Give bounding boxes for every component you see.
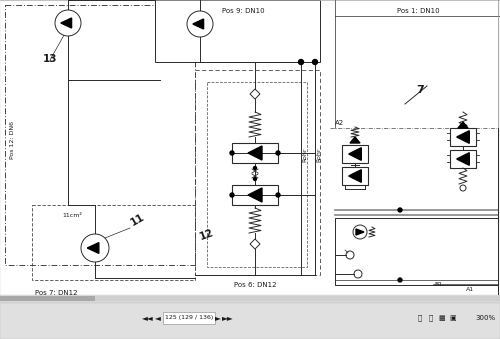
Text: ⬛: ⬛ [418, 315, 422, 321]
Circle shape [276, 193, 280, 197]
Bar [450, 150, 476, 168]
Text: Pos 7: DN12: Pos 7: DN12 [35, 290, 78, 296]
Text: Pos 1: DN10: Pos 1: DN10 [396, 8, 440, 14]
Polygon shape [348, 148, 362, 160]
Text: 11: 11 [129, 212, 147, 228]
Bar [450, 128, 476, 146]
Polygon shape [88, 243, 99, 253]
Circle shape [312, 60, 318, 64]
Text: 11cm²: 11cm² [62, 213, 82, 218]
Bar [32, 205, 195, 280]
Text: ►►: ►► [222, 314, 234, 322]
Bar [342, 167, 368, 185]
Text: ▣: ▣ [450, 315, 456, 321]
Bar [5, 5, 195, 265]
Text: B1: B1 [434, 282, 442, 287]
Text: ◄: ◄ [155, 314, 161, 322]
Bar [0, 0, 500, 295]
Bar [342, 145, 368, 163]
Text: 125 (129 / 136): 125 (129 / 136) [165, 316, 213, 320]
Text: 12: 12 [198, 228, 216, 242]
Circle shape [398, 278, 402, 282]
Circle shape [81, 234, 109, 262]
Text: Pos 12: DN6: Pos 12: DN6 [10, 121, 16, 159]
Bar [155, 0, 320, 62]
Circle shape [55, 10, 81, 36]
Circle shape [187, 11, 213, 37]
Text: ►: ► [215, 314, 221, 322]
Circle shape [254, 166, 256, 170]
Text: Rohr: Rohr [302, 148, 308, 162]
Text: Pos 6: DN12: Pos 6: DN12 [234, 282, 276, 288]
Polygon shape [248, 146, 262, 160]
Polygon shape [348, 170, 362, 182]
Text: A1: A1 [466, 287, 474, 292]
Circle shape [230, 151, 234, 155]
Circle shape [276, 151, 280, 155]
Text: 7: 7 [416, 85, 424, 95]
Bar [0, 296, 500, 301]
Polygon shape [350, 137, 360, 143]
Text: ⬜: ⬜ [429, 315, 433, 321]
Circle shape [254, 178, 256, 180]
Polygon shape [356, 229, 364, 235]
Text: Pos 9: DN10: Pos 9: DN10 [222, 8, 264, 14]
Polygon shape [458, 122, 468, 128]
Bar [195, 70, 320, 275]
Bar [232, 143, 278, 163]
Bar [207, 82, 307, 267]
Polygon shape [456, 131, 469, 143]
Text: A2: A2 [335, 120, 344, 126]
Text: 13: 13 [43, 54, 57, 64]
Polygon shape [248, 188, 262, 202]
Bar [335, 218, 498, 285]
Circle shape [230, 193, 234, 197]
Text: 300%: 300% [475, 315, 495, 321]
Circle shape [398, 208, 402, 212]
Polygon shape [193, 19, 203, 29]
Bar [163, 312, 215, 324]
Bar [0, 296, 95, 301]
Circle shape [298, 60, 304, 64]
Text: ▦: ▦ [438, 315, 446, 321]
Bar [0, 295, 500, 303]
Text: ◄◄: ◄◄ [142, 314, 154, 322]
Polygon shape [61, 18, 72, 28]
Text: Rohr: Rohr [316, 148, 322, 162]
Polygon shape [456, 153, 469, 165]
Bar [0, 303, 500, 339]
Bar [232, 185, 278, 205]
